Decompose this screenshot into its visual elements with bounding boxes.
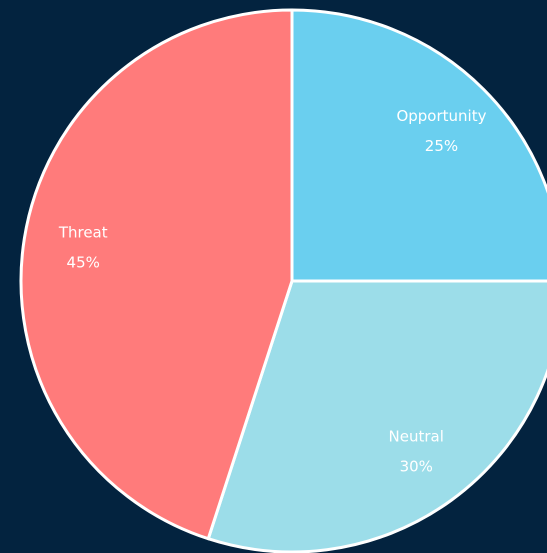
slice-label: Threat [58, 223, 108, 241]
slice-value-label: 45% [67, 253, 100, 271]
pie-slice [206, 279, 547, 553]
slice-label: Opportunity [396, 107, 486, 125]
slice-value-label: 30% [400, 458, 433, 476]
pie-slice [19, 8, 294, 541]
slice-value-label: 25% [425, 137, 458, 155]
pie-slice [290, 8, 547, 283]
slice-label: Neutral [389, 428, 444, 446]
